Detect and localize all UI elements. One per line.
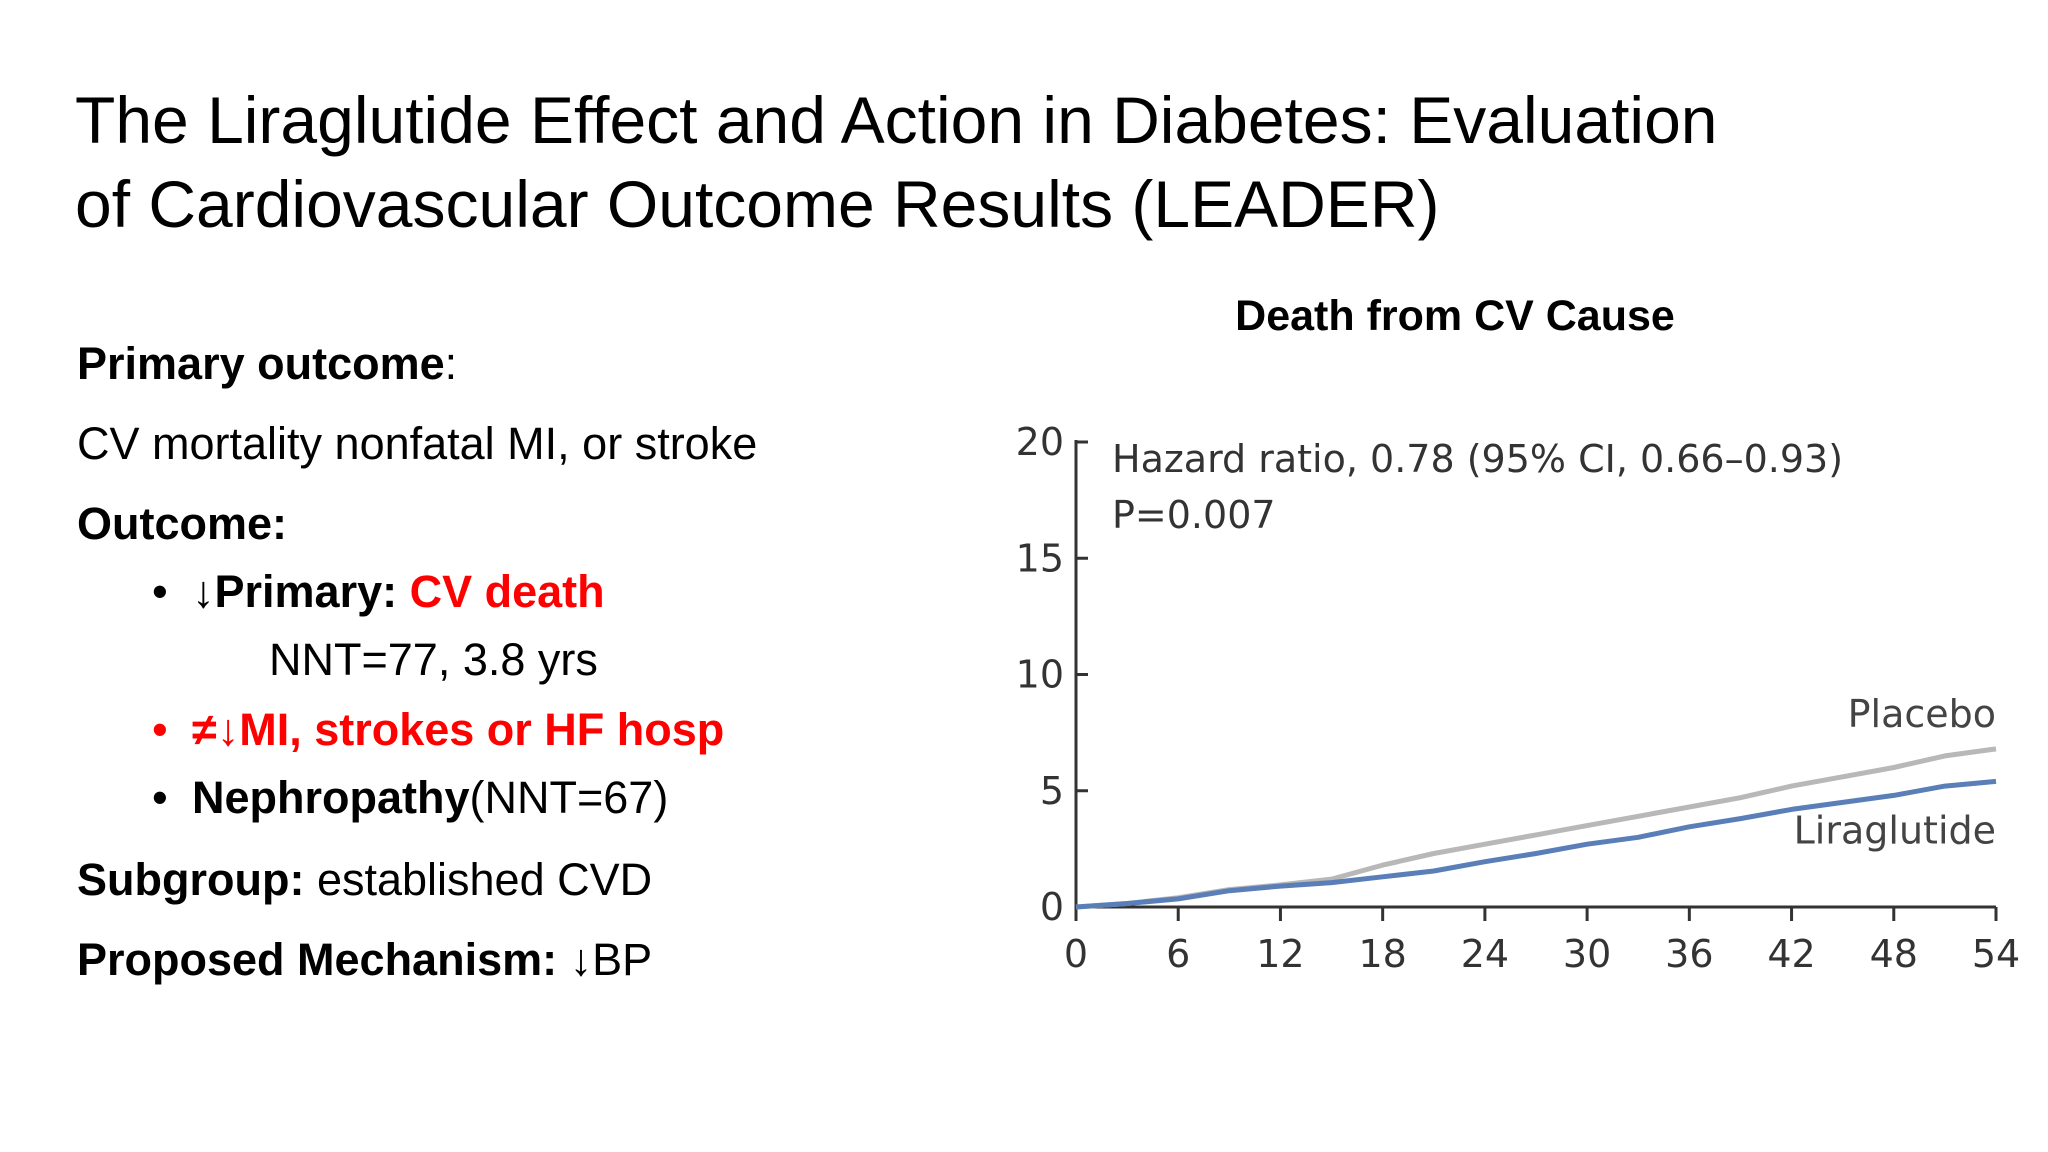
nnt-line: NNT=77, 3.8 yrs <box>269 634 598 685</box>
x-tick-label: 30 <box>1563 932 1611 976</box>
bullet-dot: • <box>152 566 168 617</box>
x-tick-label: 54 <box>1972 932 2020 976</box>
primary-outcome-line: Primary outcome: <box>77 338 457 390</box>
slide-title-line-1: The Liraglutide Effect and Action in Dia… <box>75 83 1718 157</box>
mechanism-text: BP <box>592 934 653 985</box>
bullet-nephropathy-nnt: (NNT=67) <box>469 772 669 823</box>
outcome-label: Outcome: <box>77 498 288 549</box>
bullet-primary-highlight: CV death <box>409 566 605 617</box>
primary-outcome-label: Primary outcome <box>77 338 445 389</box>
bullet-dot: • <box>152 704 168 755</box>
y-tick-label: 0 <box>1040 885 1064 929</box>
x-tick-label: 36 <box>1665 932 1713 976</box>
y-tick-label: 10 <box>1016 653 1064 697</box>
x-tick-label: 12 <box>1256 932 1304 976</box>
subgroup-text: established CVD <box>304 854 653 905</box>
y-tick-label: 5 <box>1040 769 1064 813</box>
x-tick-label: 48 <box>1870 932 1918 976</box>
mechanism-label: Proposed Mechanism: <box>77 934 558 985</box>
hazard-ratio-annotation: Hazard ratio, 0.78 (95% CI, 0.66–0.93) <box>1112 437 1843 481</box>
bullet-dot: • <box>152 772 168 823</box>
bullet-primary-label: Primary: <box>214 566 410 617</box>
subgroup-label: Subgroup: <box>77 854 305 905</box>
series-label-liraglutide: Liraglutide <box>1794 808 1996 852</box>
death-cv-cause-chart: 0 5 10 15 20 0 6 12 18 24 30 36 42 48 54 Placebo Liragl… <box>1016 420 2020 976</box>
x-tick-label: 6 <box>1166 932 1190 976</box>
primary-outcome-colon: : <box>444 338 458 389</box>
x-tick-label: 0 <box>1064 932 1088 976</box>
y-tick-label: 15 <box>1016 536 1064 580</box>
bullet-nephropathy-label: Nephropathy <box>192 772 470 823</box>
subgroup-line: Subgroup: established CVD <box>77 854 652 906</box>
series-line-liraglutide <box>1075 778 1997 910</box>
down-arrow-icon: ↓ <box>216 704 240 755</box>
chart-series: Placebo Liraglutide <box>1075 692 1997 910</box>
p-value-annotation: P=0.007 <box>1112 493 1276 537</box>
chart-axes: 0 5 10 15 20 0 6 12 18 24 30 36 42 48 54 <box>1016 420 2020 976</box>
series-label-placebo: Placebo <box>1848 692 1996 736</box>
not-equal-icon: ≠ <box>192 704 217 755</box>
chart-title: Death from CV Cause <box>1235 292 1675 340</box>
x-tick-label: 18 <box>1358 932 1406 976</box>
down-arrow-icon: ↓ <box>557 934 593 985</box>
mechanism-line: Proposed Mechanism: ↓BP <box>77 934 652 986</box>
x-tick-label: 42 <box>1767 932 1815 976</box>
slide-title-line-2: of Cardiovascular Outcome Results (LEADE… <box>75 167 1440 241</box>
bullet-mi-strokes-text: MI, strokes or HF hosp <box>239 704 725 755</box>
y-tick-label: 20 <box>1016 420 1064 464</box>
down-arrow-icon: ↓ <box>192 566 215 617</box>
x-tick-label: 24 <box>1461 932 1509 976</box>
primary-outcome-text: CV mortality nonfatal MI, or stroke <box>77 418 758 469</box>
slide-title: The Liraglutide Effect and Action in Dia… <box>75 78 1915 246</box>
